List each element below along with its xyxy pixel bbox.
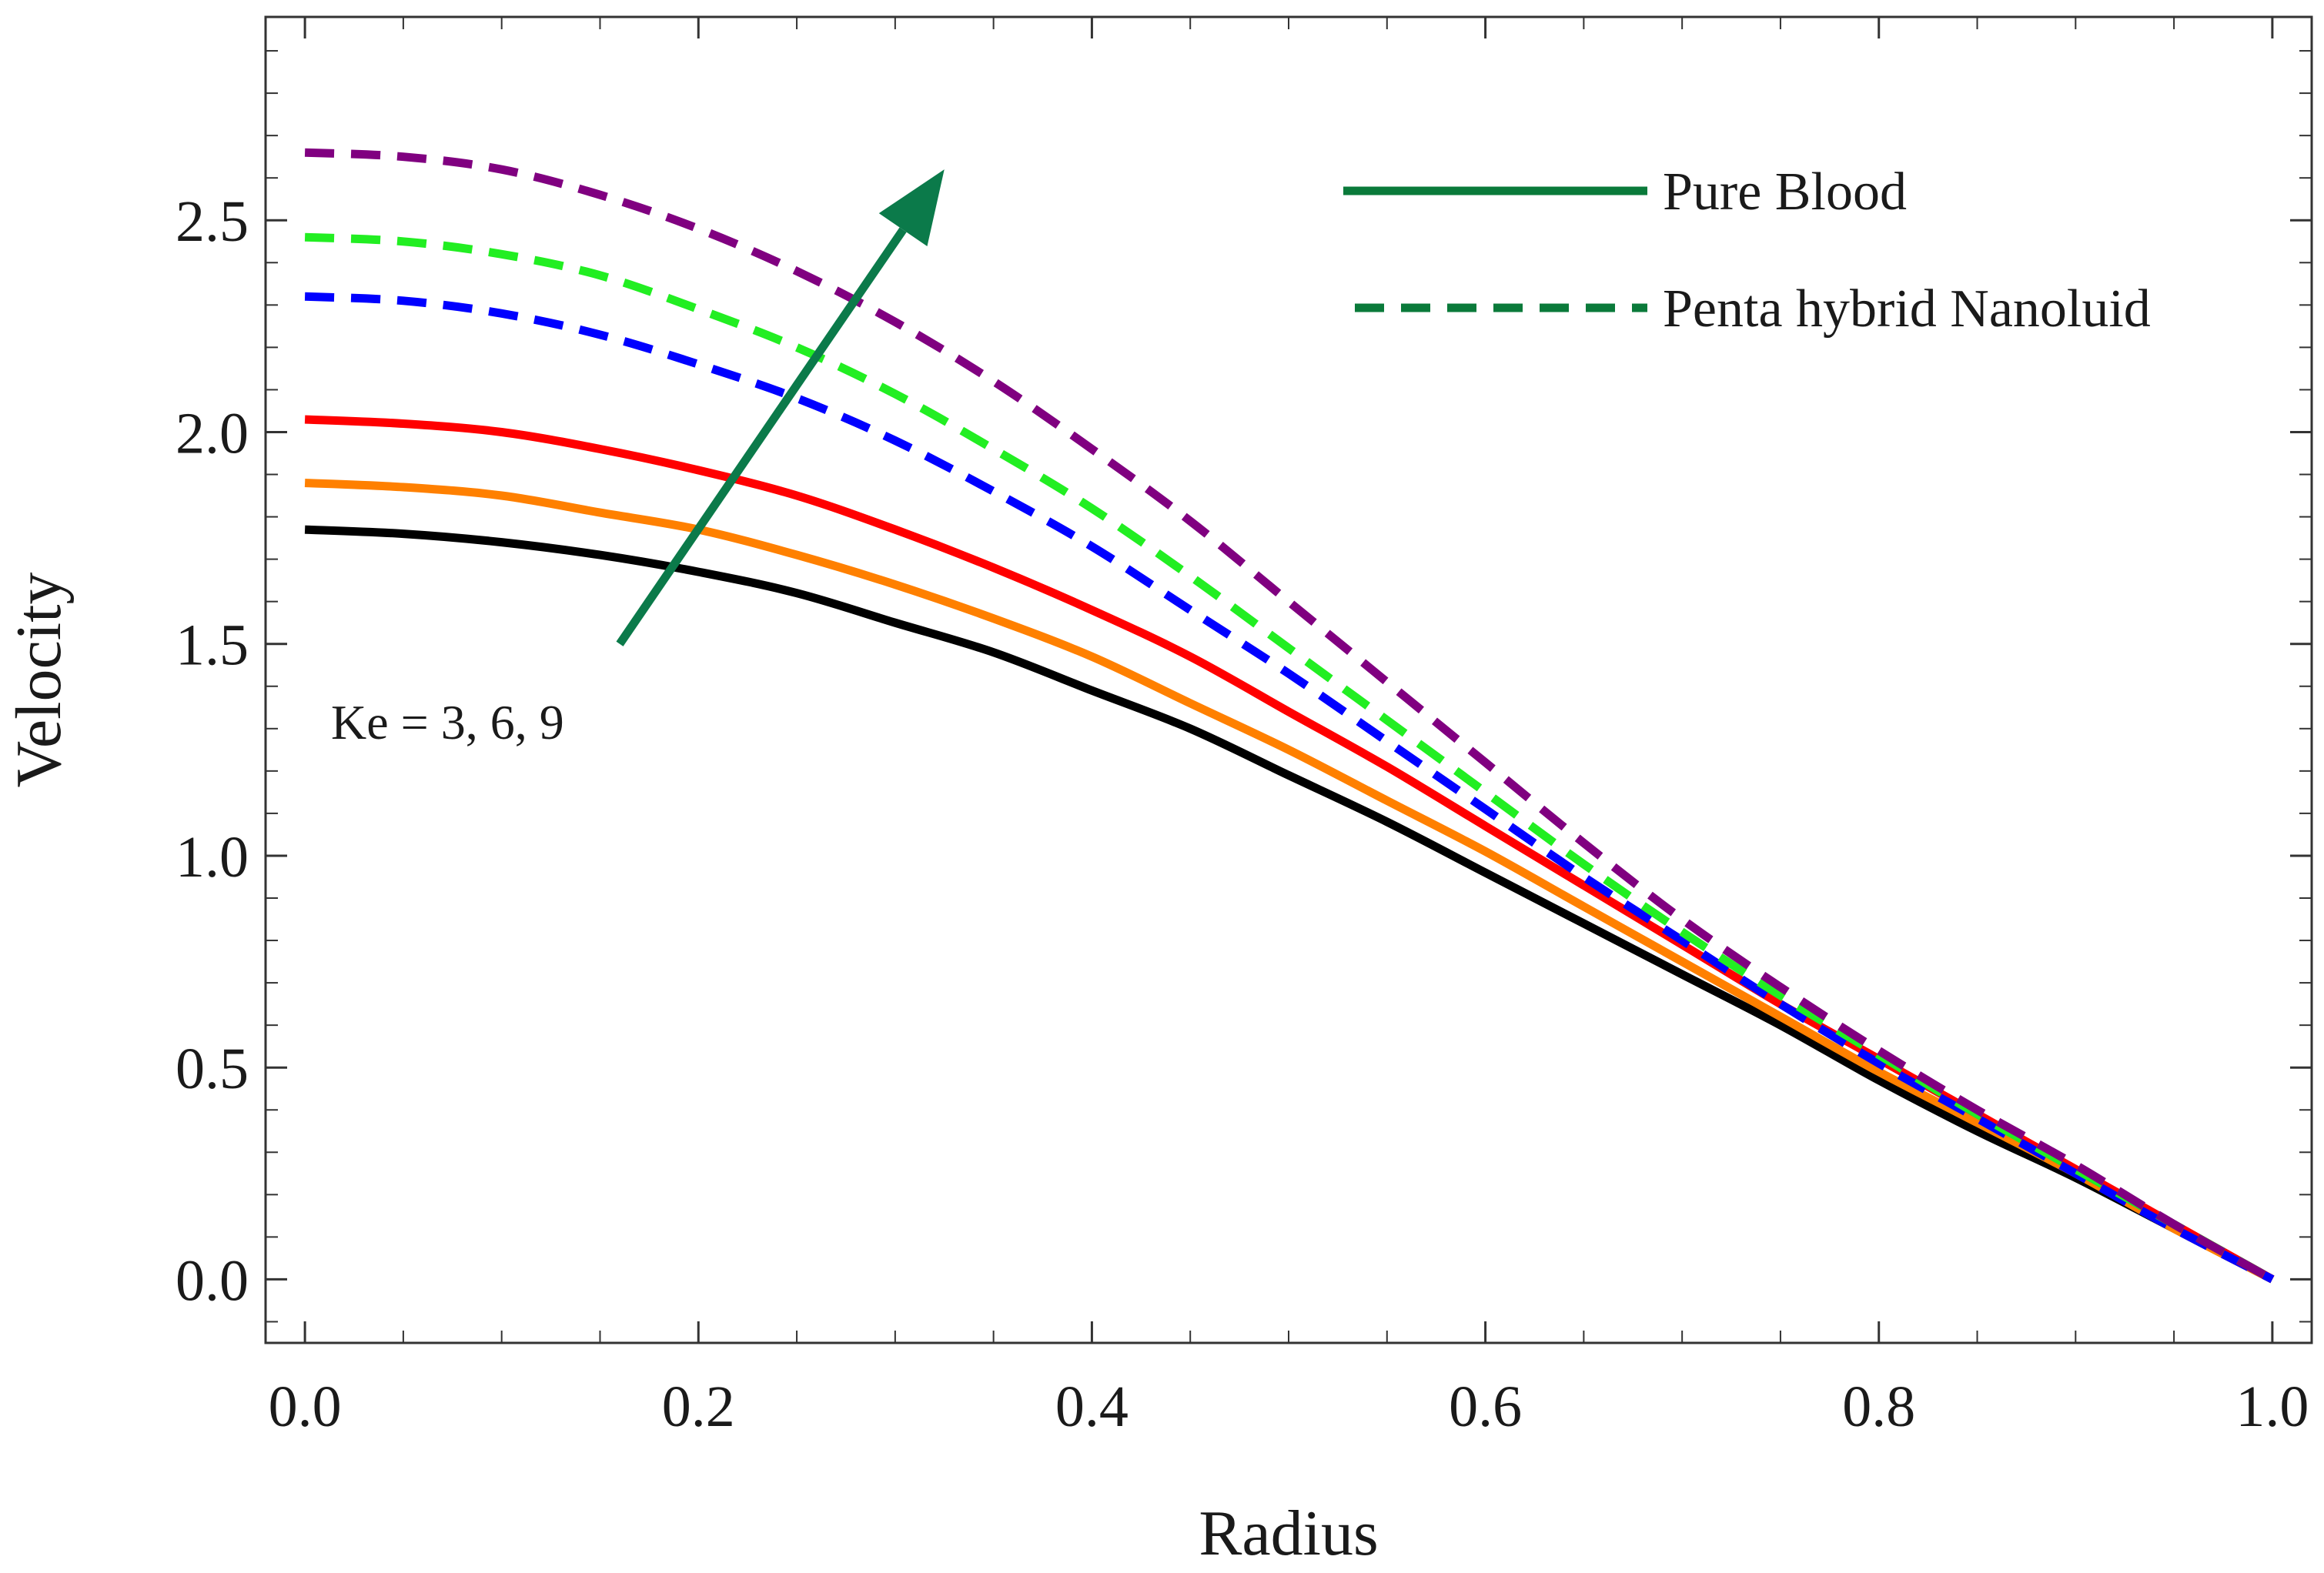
- legend: Pure Blood Penta hybrid Nanoluid: [1343, 162, 2151, 339]
- series-line-nanofluid-5: [304, 148, 2275, 1284]
- y-tick-label: 1.0: [176, 825, 249, 890]
- y-tick-label: 0.5: [176, 1037, 249, 1101]
- legend-label-pure-blood: Pure Blood: [1663, 162, 1907, 222]
- x-tick-label: 0.0: [269, 1374, 342, 1439]
- y-axis-title: Velocity: [3, 573, 75, 788]
- y-tick-label: 2.0: [176, 401, 249, 466]
- x-tick-label: 0.8: [1842, 1374, 1915, 1439]
- y-tick-label: 2.5: [176, 189, 249, 254]
- series-line-pure-blood-2: [304, 415, 2275, 1284]
- series-line-nanofluid-4: [304, 232, 2275, 1284]
- x-tick-label: 0.4: [1055, 1374, 1129, 1439]
- y-tick-label: 1.5: [176, 613, 249, 678]
- x-tick-label: 0.6: [1449, 1374, 1522, 1439]
- annotation-arrow: [616, 227, 907, 646]
- series-line-nanofluid-3: [304, 292, 2275, 1284]
- series-line-pure-blood-1: [304, 479, 2275, 1284]
- legend-label-penta-hybrid: Penta hybrid Nanoluid: [1663, 279, 2151, 339]
- axis-ticks: 0.0 0.2 0.4 0.6 0.8 1.0 0.0 0.5 1.0 1.5 2.0 2.5: [176, 17, 2312, 1439]
- series-line-pure-blood-0: [304, 525, 2275, 1284]
- annotation-arrowhead: [878, 169, 945, 247]
- series-group: [304, 148, 2275, 1284]
- x-axis-title: Radius: [1199, 1498, 1378, 1569]
- annotation-label: Ke = 3, 6, 9: [331, 695, 564, 750]
- x-tick-label: 0.2: [662, 1374, 735, 1439]
- annotation-group: Ke = 3, 6, 9: [331, 169, 945, 750]
- y-tick-label: 0.0: [176, 1248, 249, 1313]
- x-tick-label: 1.0: [2235, 1374, 2309, 1439]
